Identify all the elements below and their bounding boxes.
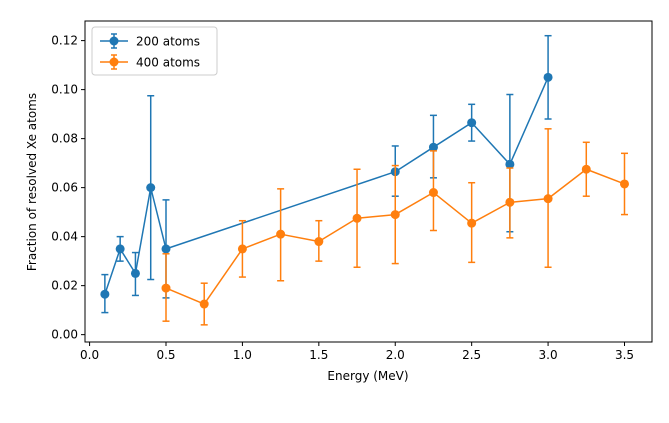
x-tick-label: 2.0 (386, 348, 405, 362)
y-tick-label: 0.12 (51, 34, 78, 48)
y-tick-label: 0.08 (51, 132, 78, 146)
x-tick-label: 1.5 (309, 348, 328, 362)
data-point (237, 244, 247, 254)
data-point (130, 268, 140, 278)
x-tick-label: 3.0 (539, 348, 558, 362)
legend-label: 400 atoms (136, 56, 200, 70)
legend: 200 atoms 400 atoms (91, 26, 218, 76)
data-point (199, 299, 209, 309)
y-tick-label: 0.00 (51, 328, 78, 342)
data-point (352, 213, 362, 223)
plot-frame (84, 20, 653, 343)
axes: 0.0 0.5 1.0 1.5 2.0 2.5 3.0 3.5 0.00 0.02 0.04 0.06… (51, 20, 653, 362)
data-point (161, 244, 171, 254)
data-point (314, 237, 324, 247)
data-point (161, 283, 171, 293)
x-tick-label: 0.0 (80, 348, 99, 362)
x-axis-label: Energy (MeV) (327, 369, 408, 383)
data-point (505, 159, 515, 169)
data-point (467, 218, 477, 228)
data-point (100, 289, 110, 299)
data-point (543, 72, 553, 82)
x-tick-label: 0.5 (156, 348, 175, 362)
data-point (115, 244, 125, 254)
series-2 (161, 128, 629, 326)
data-point (390, 210, 400, 220)
legend-marker (109, 36, 119, 46)
plot-area (100, 34, 629, 326)
legend-entry-2: 400 atoms (100, 54, 200, 70)
data-point (467, 118, 477, 128)
legend-frame (91, 26, 218, 76)
x-tick-label: 2.5 (462, 348, 481, 362)
y-tick-label: 0.10 (51, 83, 78, 97)
legend-label: 200 atoms (136, 35, 200, 49)
data-point (428, 142, 438, 152)
y-tick-label: 0.04 (51, 230, 78, 244)
data-point (543, 194, 553, 204)
y-tick-label: 0.06 (51, 181, 78, 195)
x-tick-label: 3.5 (615, 348, 634, 362)
x-tick-label: 1.0 (233, 348, 252, 362)
legend-entry-1: 200 atoms (100, 33, 200, 49)
data-point (619, 179, 629, 189)
data-point (505, 197, 515, 207)
data-point (146, 183, 156, 193)
data-point (276, 229, 286, 239)
data-point (428, 188, 438, 198)
y-tick-label: 0.02 (51, 279, 78, 293)
y-axis-label: Fraction of resolved Xe atoms (25, 93, 39, 271)
legend-marker (109, 57, 119, 67)
data-point (581, 164, 591, 174)
